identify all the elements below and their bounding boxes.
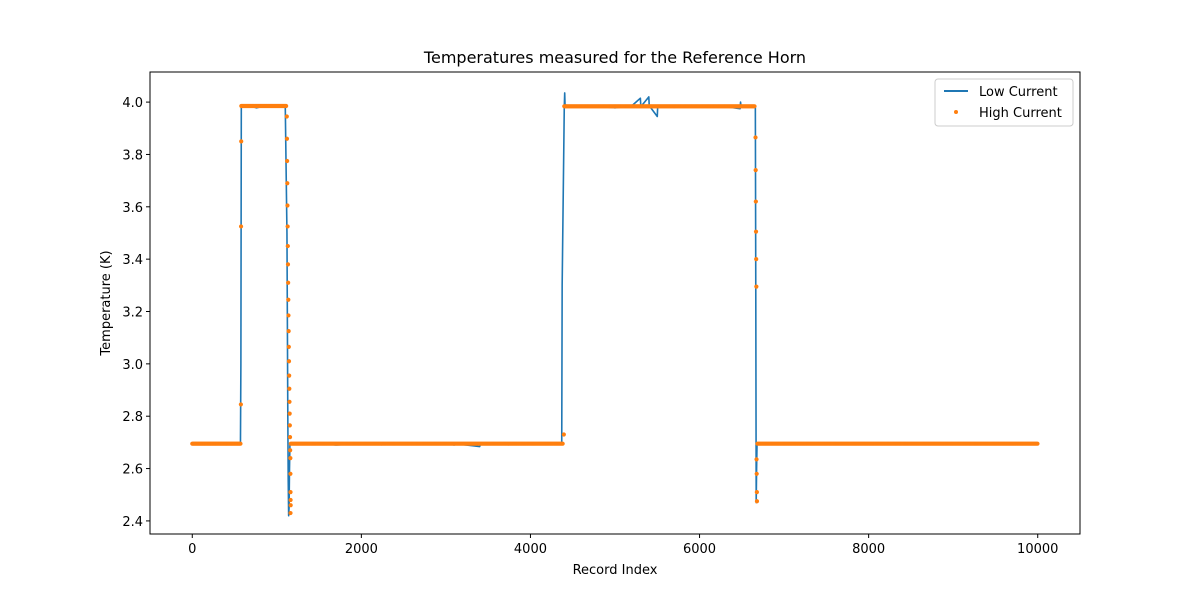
data-point — [286, 313, 291, 318]
data-point — [285, 203, 290, 208]
data-point — [284, 136, 290, 141]
x-tick-label: 10000 — [1017, 542, 1058, 557]
data-point — [287, 386, 292, 391]
data-point — [284, 114, 289, 119]
data-point — [286, 329, 291, 334]
x-tick-label: 8000 — [852, 542, 885, 557]
data-point — [285, 158, 290, 164]
data-point — [287, 373, 292, 378]
legend-swatch-high-current — [954, 110, 958, 114]
data-point — [288, 497, 293, 503]
data-point — [288, 510, 293, 516]
data-point — [287, 399, 292, 404]
data-point — [288, 490, 293, 495]
data-point — [288, 448, 293, 453]
y-tick-label: 4.0 — [122, 96, 143, 111]
data-point — [753, 135, 758, 140]
data-point — [753, 168, 758, 173]
data-point — [238, 224, 244, 229]
y-tick-label: 3.4 — [122, 253, 143, 268]
y-tick-label: 3.6 — [122, 201, 143, 216]
data-point — [754, 499, 760, 504]
data-point — [287, 423, 292, 428]
data-point — [560, 441, 565, 446]
legend-label-low-current: Low Current — [979, 85, 1058, 100]
legend-box — [934, 78, 1074, 127]
data-point — [753, 229, 759, 234]
data-point — [285, 181, 290, 186]
data-point — [285, 224, 290, 229]
data-point — [284, 103, 289, 109]
y-tick-label: 3.0 — [122, 358, 143, 373]
data-point — [288, 471, 293, 476]
y-tick-label: 2.4 — [122, 515, 143, 530]
x-tick-label: 2000 — [345, 542, 378, 557]
data-point — [285, 262, 291, 267]
data-point — [287, 435, 293, 440]
data-point — [1035, 441, 1040, 446]
x-tick-label: 6000 — [683, 542, 716, 557]
data-point — [239, 139, 244, 144]
y-tick-label: 2.8 — [122, 410, 143, 425]
plot-frame — [149, 71, 1081, 535]
y-tick-label: 2.6 — [122, 463, 143, 478]
legend-label-high-current: High Current — [979, 106, 1062, 121]
series-points-high-current — [190, 103, 1040, 516]
data-point — [286, 344, 291, 349]
data-point — [754, 284, 759, 289]
data-point — [754, 257, 759, 262]
data-point — [286, 280, 291, 285]
data-point — [754, 457, 759, 462]
data-point — [287, 411, 292, 416]
y-tick-label: 3.8 — [122, 148, 143, 163]
data-point — [286, 297, 291, 302]
x-tick-label: 4000 — [514, 542, 547, 557]
y-axis: 2.4 2.6 2.8 3.0 3.2 3.4 3.6 3.8 4.0 — [122, 96, 150, 530]
data-point — [286, 359, 292, 364]
data-point — [238, 402, 243, 407]
data-point — [288, 455, 293, 461]
data-point — [238, 441, 243, 446]
chart-title: Temperatures measured for the Reference … — [423, 48, 806, 67]
data-point — [754, 490, 759, 495]
y-tick-label: 3.2 — [122, 306, 143, 321]
data-point — [754, 471, 759, 476]
x-axis: 0 2000 4000 6000 8000 10000 — [188, 534, 1058, 557]
y-axis-label: Temperature (K) — [99, 250, 114, 356]
legend: Low Current High Current — [934, 78, 1074, 127]
data-point — [753, 199, 758, 204]
data-point — [561, 432, 566, 437]
x-axis-label: Record Index — [573, 563, 658, 578]
data-point — [285, 243, 290, 249]
data-point — [288, 503, 293, 508]
data-point — [752, 104, 757, 109]
x-tick-label: 0 — [188, 542, 196, 557]
series-layer — [190, 92, 1040, 517]
